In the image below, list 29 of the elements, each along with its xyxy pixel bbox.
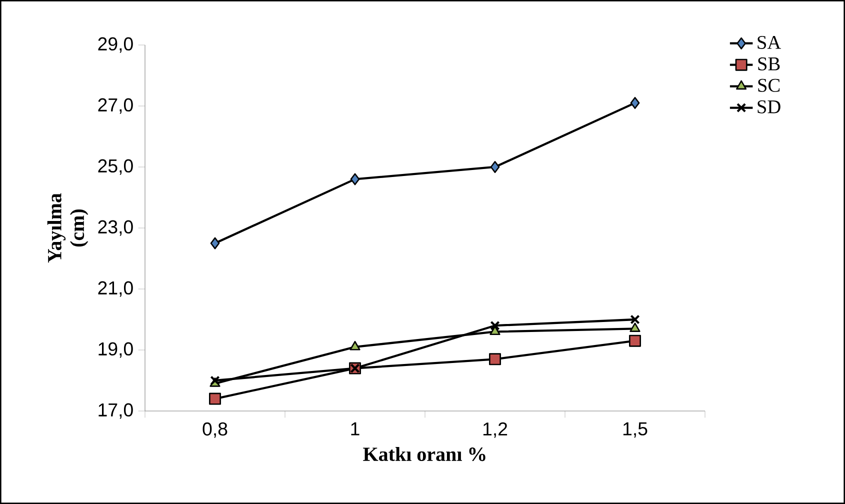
y-tick-label: 23,0 [98, 220, 133, 236]
x-tick-label: 1 [351, 422, 360, 436]
point [490, 320, 500, 330]
point [630, 96, 640, 109]
legend-label: SD [758, 100, 780, 114]
y-tick-label: 21,0 [98, 281, 133, 297]
legend-label: SA [758, 36, 782, 49]
x-tick-label: 1,5 [623, 422, 648, 438]
point [350, 173, 360, 186]
x-tick-label: 0,8 [202, 422, 228, 438]
point [489, 353, 502, 366]
point [490, 160, 500, 173]
y-tick-label: 27,0 [98, 98, 133, 114]
y-axis-title: Yayılma (cm) [47, 193, 88, 263]
y-tick-label: 25,0 [98, 159, 133, 175]
point [630, 314, 640, 324]
y-tick-label: 29,0 [98, 37, 133, 53]
point [490, 326, 500, 336]
point [209, 392, 222, 405]
x-tick-label: 1,2 [483, 422, 508, 438]
point [210, 237, 220, 250]
y-tick-label: 17,0 [98, 403, 133, 419]
legend-label: SB [758, 57, 780, 70]
legend-label: SC [758, 78, 780, 92]
point [350, 340, 360, 350]
point [629, 334, 642, 347]
point [630, 322, 640, 332]
y-tick-label: 19,0 [98, 342, 133, 358]
x-axis-title: Katkı oranı % [363, 446, 486, 462]
